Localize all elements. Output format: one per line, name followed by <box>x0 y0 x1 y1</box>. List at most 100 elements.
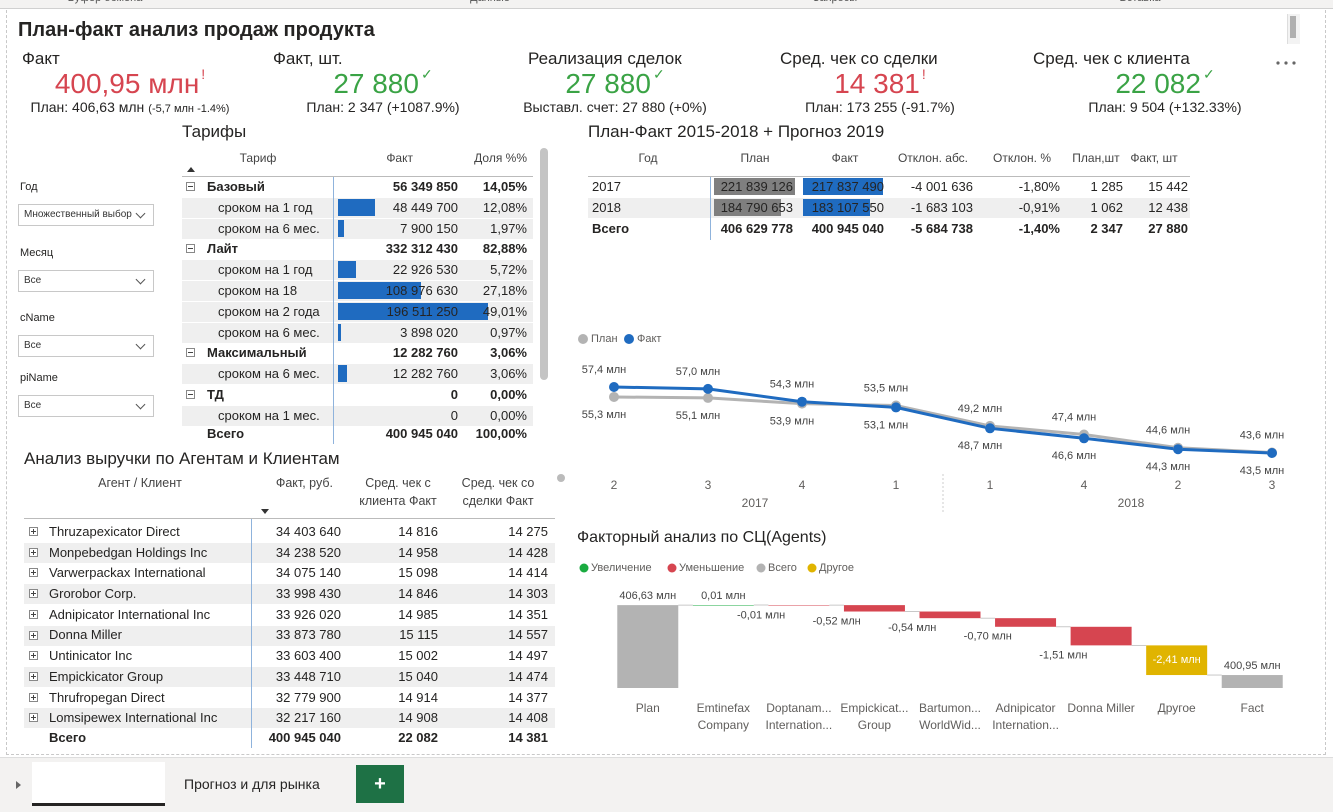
group-fact: 56 349 850 <box>392 178 458 194</box>
icon-bar <box>188 248 193 250</box>
x-tick-label: 3 <box>705 478 712 492</box>
data-bar <box>803 178 883 195</box>
group-share: 82,88% <box>482 241 527 257</box>
group-name: Лайт <box>207 241 239 257</box>
agent-name: Donna Miller <box>49 627 122 643</box>
data-label: 43,6 млн <box>1240 429 1285 441</box>
data-bar <box>714 199 782 216</box>
data-label: -0,54 млн <box>888 622 936 634</box>
cell: 14 414 <box>508 565 548 581</box>
icon-bar <box>33 653 34 659</box>
card-plan-row: План: 406,63 млн (-5,7 млн -1.4%) <box>0 97 260 119</box>
cell: 183 107 550 <box>811 199 884 215</box>
ribbon-group-label: Вставка <box>1040 0 1240 7</box>
data-point <box>797 396 807 407</box>
cell: 184 790 653 <box>720 199 793 215</box>
total-fact: 400 945 040 <box>385 425 458 441</box>
tab-active[interactable]: План-Факт <box>32 762 165 806</box>
card-plan: План: 2 347 (+1087.9%) <box>306 99 460 115</box>
group-share: 3,06% <box>490 345 527 361</box>
icon-bar <box>33 591 34 597</box>
card-value: 400,95 млн <box>54 68 200 99</box>
x-tick-label: Donna Miller <box>1067 701 1135 715</box>
cell: 221 839 126 <box>720 178 793 194</box>
tab-nav-arrow[interactable] <box>16 781 21 789</box>
row-share: 49,01% <box>482 303 527 319</box>
cell: 33 603 400 <box>275 648 341 664</box>
cell: 34 075 140 <box>275 565 341 581</box>
data-label: 44,3 млн <box>1146 461 1191 473</box>
cell: 34 238 520 <box>275 544 341 560</box>
row-fact: 48 449 700 <box>392 199 458 215</box>
column-header: Доля %% <box>474 150 527 165</box>
data-label: 0,01 млн <box>701 590 746 602</box>
column-header: Агент / Клиент <box>98 476 182 491</box>
data-bar <box>338 219 345 237</box>
slicer-dropdown[interactable]: Все <box>18 270 154 292</box>
x-tick-label: Другое <box>1157 701 1196 715</box>
column-header: Сред. чек с клиента Факт <box>359 476 437 508</box>
slicer-chevron <box>135 339 146 350</box>
cell: 14 275 <box>508 523 548 539</box>
data-label: 54,3 млн <box>770 379 815 391</box>
row-name: сроком на 1 год <box>218 199 313 215</box>
x-tick-label: 2 <box>611 478 618 492</box>
data-bar <box>338 282 422 299</box>
cell: 2 347 <box>1090 220 1123 236</box>
slicer-dropdown[interactable]: Множественный выбор <box>18 204 154 226</box>
ribbon-group-label: Данные <box>390 0 590 7</box>
row-share: 0,00% <box>490 407 527 423</box>
card-flag: ! <box>201 66 206 82</box>
data-point <box>985 423 995 434</box>
card-value: 27 880 <box>333 68 419 99</box>
collapse-icon <box>186 390 195 399</box>
report-title: План-факт анализ продаж продукта <box>18 19 375 41</box>
tab-label[interactable]: Прогноз и для рынка <box>184 776 320 793</box>
cell: 15 098 <box>398 565 438 581</box>
x-tick-label: Emtinefax Company <box>696 701 750 732</box>
total-name: Всего <box>49 729 87 745</box>
group-fact: 332 312 430 <box>385 241 458 257</box>
row-share: 0,97% <box>490 324 527 340</box>
column-header: Отклон. % <box>993 150 1051 165</box>
cell: 1 062 <box>1090 199 1123 215</box>
column-header: Сред. чек со сделки Факт <box>461 476 535 508</box>
more-options[interactable] <box>1274 58 1298 68</box>
row-shading <box>24 542 555 563</box>
cell: 14 914 <box>398 689 438 705</box>
data-bar <box>338 198 375 216</box>
card-title: Сред. чек со сделки <box>780 49 938 69</box>
data-bar <box>338 365 348 383</box>
cell: 33 998 430 <box>275 586 341 601</box>
cell: 14 985 <box>398 606 438 622</box>
cell: 34 403 640 <box>275 523 341 539</box>
data-point <box>609 382 619 392</box>
slicer-chevron <box>135 274 146 285</box>
card-plan: План: 173 255 (-91.7%) <box>805 99 955 115</box>
collapse-icon <box>186 244 195 254</box>
slicer-value: Все <box>24 340 42 351</box>
row-shading <box>24 708 555 729</box>
agent-name: Adnipicator International Inc <box>49 606 211 622</box>
add-tab[interactable]: + <box>356 765 404 803</box>
row-shading <box>182 322 533 343</box>
waterfall-bar <box>995 618 1057 627</box>
row-share: 3,06% <box>490 366 527 382</box>
slicer-dropdown[interactable]: Все <box>18 395 154 417</box>
expand-icon <box>29 692 38 702</box>
cell: 14 846 <box>398 586 438 601</box>
data-point <box>1267 448 1277 458</box>
row-share: 1,97% <box>490 220 527 236</box>
slicer-label: cName <box>20 312 55 325</box>
icon-bar <box>188 352 193 354</box>
group-name: Базовый <box>207 178 265 194</box>
icon-bar <box>33 611 34 617</box>
column-header: План <box>740 150 770 165</box>
icon-bar <box>33 570 34 576</box>
data-bar <box>714 178 795 195</box>
tab-bar <box>0 757 1333 812</box>
title-scroll-thumb <box>1290 16 1296 38</box>
expand-icon <box>29 671 38 681</box>
slicer-dropdown[interactable]: Все <box>18 335 154 357</box>
